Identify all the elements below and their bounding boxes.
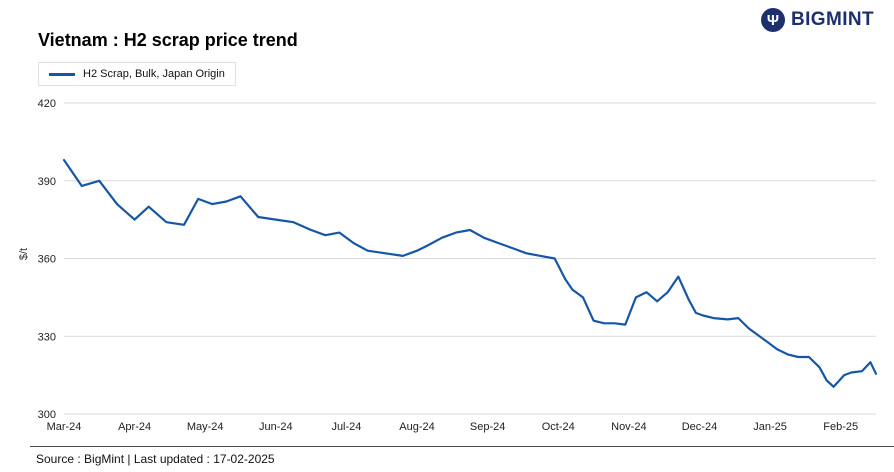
x-tick-label: Jul-24 (331, 421, 361, 433)
x-tick-label: Mar-24 (47, 421, 82, 433)
y-tick-label: 390 (38, 176, 56, 188)
page-title: Vietnam : H2 scrap price trend (38, 30, 298, 50)
price-trend-chart: 300 330 360 390 420 Mar-24 Apr-24 May-24 Jun-24 J… (24, 92, 880, 440)
x-tick-label: Dec-24 (682, 421, 717, 433)
y-tick-label: 330 (38, 331, 56, 343)
legend-line-swatch (49, 72, 75, 76)
legend-label: H2 Scrap, Bulk, Japan Origin (83, 68, 225, 80)
x-tick-label: Aug-24 (399, 421, 434, 433)
price-series-line (62, 158, 878, 388)
x-tick-label: May-24 (187, 421, 224, 433)
bigmint-logo-icon: Ψ (760, 8, 785, 32)
source-line: Source : BigMint | Last updated : 17-02-… (36, 452, 275, 466)
x-tick-label: Jun-24 (259, 421, 293, 433)
price-trend-chart-svg: 300 330 360 390 420 Mar-24 Apr-24 May-24 Jun-24 J… (38, 98, 878, 433)
y-tick-label: 300 (38, 409, 56, 421)
x-tick-label: Nov-24 (611, 421, 646, 433)
x-tick-label: Apr-24 (118, 421, 151, 433)
x-tick-label: Oct-24 (542, 421, 575, 433)
x-tick-label: Feb-25 (823, 421, 858, 433)
x-tick-label: Jan-25 (753, 421, 787, 433)
x-tick-label: Sep-24 (470, 421, 505, 433)
bigmint-logo: Ψ BIGMINT (760, 8, 874, 32)
y-tick-label: 360 (38, 254, 56, 266)
bigmint-logo-text: BIGMINT (790, 9, 874, 30)
chart-legend: H2 Scrap, Bulk, Japan Origin (38, 62, 236, 86)
footer-divider (30, 446, 894, 447)
y-tick-label: 420 (38, 98, 56, 110)
